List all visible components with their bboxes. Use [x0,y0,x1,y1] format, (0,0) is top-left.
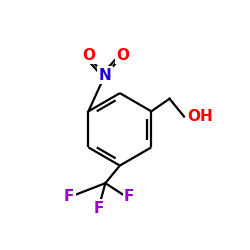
Text: F: F [124,189,134,204]
Text: F: F [64,188,74,204]
Text: OH: OH [187,109,213,124]
Text: F: F [94,200,104,216]
Text: O: O [82,48,95,63]
Text: O: O [117,48,130,63]
Text: N: N [98,68,111,82]
